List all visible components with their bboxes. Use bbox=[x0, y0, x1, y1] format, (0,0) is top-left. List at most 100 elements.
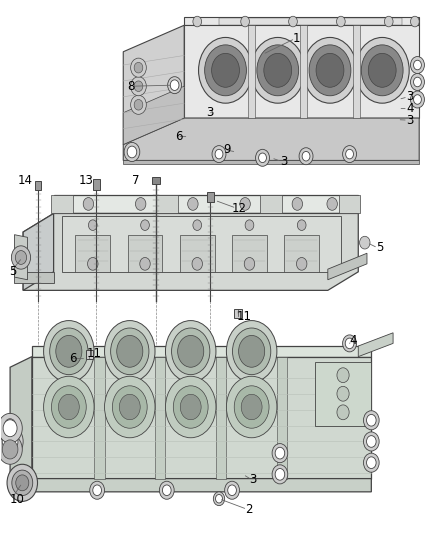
Circle shape bbox=[2, 440, 18, 459]
Circle shape bbox=[297, 257, 307, 270]
Text: 11: 11 bbox=[237, 310, 251, 324]
Circle shape bbox=[173, 386, 208, 428]
Circle shape bbox=[172, 328, 210, 375]
Text: 3: 3 bbox=[206, 106, 213, 119]
Circle shape bbox=[58, 394, 79, 419]
Circle shape bbox=[51, 386, 86, 428]
Polygon shape bbox=[93, 179, 100, 190]
Polygon shape bbox=[75, 235, 110, 272]
Circle shape bbox=[93, 485, 102, 496]
Circle shape bbox=[212, 146, 226, 163]
Circle shape bbox=[180, 394, 201, 419]
Polygon shape bbox=[184, 17, 419, 25]
Circle shape bbox=[205, 45, 247, 96]
Circle shape bbox=[413, 95, 421, 104]
Circle shape bbox=[337, 405, 349, 419]
Polygon shape bbox=[284, 235, 319, 272]
Circle shape bbox=[83, 198, 94, 211]
Circle shape bbox=[44, 376, 94, 438]
Circle shape bbox=[299, 148, 313, 165]
Polygon shape bbox=[62, 216, 341, 272]
Polygon shape bbox=[358, 333, 393, 357]
Circle shape bbox=[3, 419, 17, 437]
Polygon shape bbox=[35, 181, 42, 190]
Polygon shape bbox=[86, 350, 93, 359]
Circle shape bbox=[228, 485, 237, 496]
Polygon shape bbox=[232, 235, 267, 272]
Circle shape bbox=[275, 469, 285, 480]
Circle shape bbox=[131, 58, 146, 77]
Text: 4: 4 bbox=[350, 334, 357, 347]
Circle shape bbox=[215, 495, 223, 503]
Circle shape bbox=[297, 220, 306, 230]
Circle shape bbox=[134, 62, 143, 73]
Polygon shape bbox=[23, 214, 358, 290]
Circle shape bbox=[226, 320, 277, 382]
Polygon shape bbox=[94, 357, 105, 479]
Circle shape bbox=[410, 91, 424, 108]
Circle shape bbox=[90, 481, 105, 499]
Polygon shape bbox=[339, 195, 360, 214]
Circle shape bbox=[0, 414, 20, 437]
Polygon shape bbox=[123, 160, 419, 164]
Circle shape bbox=[367, 415, 376, 426]
Circle shape bbox=[244, 257, 254, 270]
Circle shape bbox=[16, 475, 29, 491]
Circle shape bbox=[178, 335, 204, 367]
Polygon shape bbox=[248, 25, 255, 118]
Circle shape bbox=[213, 492, 225, 506]
Circle shape bbox=[0, 414, 22, 443]
Text: 3: 3 bbox=[280, 155, 287, 168]
Circle shape bbox=[367, 435, 376, 447]
Circle shape bbox=[258, 153, 266, 163]
Circle shape bbox=[345, 338, 354, 349]
Circle shape bbox=[272, 443, 288, 463]
Circle shape bbox=[255, 149, 269, 166]
Polygon shape bbox=[219, 18, 402, 25]
Text: 6: 6 bbox=[69, 352, 76, 365]
Polygon shape bbox=[51, 195, 73, 214]
Circle shape bbox=[251, 37, 305, 103]
Circle shape bbox=[131, 95, 146, 114]
Text: 5: 5 bbox=[376, 241, 383, 254]
Circle shape bbox=[245, 220, 254, 230]
Polygon shape bbox=[156, 195, 178, 214]
Circle shape bbox=[192, 257, 202, 270]
Polygon shape bbox=[14, 235, 28, 280]
Circle shape bbox=[327, 198, 337, 211]
Circle shape bbox=[360, 236, 370, 249]
Polygon shape bbox=[32, 346, 371, 357]
Circle shape bbox=[212, 53, 240, 87]
Circle shape bbox=[11, 246, 31, 269]
Polygon shape bbox=[23, 214, 53, 290]
Circle shape bbox=[410, 16, 419, 27]
Circle shape bbox=[316, 53, 344, 87]
Circle shape bbox=[0, 425, 23, 457]
Circle shape bbox=[135, 198, 146, 211]
Circle shape bbox=[56, 335, 82, 367]
Circle shape bbox=[303, 37, 357, 103]
Text: 9: 9 bbox=[223, 143, 231, 156]
Circle shape bbox=[272, 465, 288, 484]
Circle shape bbox=[337, 386, 349, 401]
Circle shape bbox=[364, 453, 379, 472]
Circle shape bbox=[336, 16, 345, 27]
Circle shape bbox=[241, 394, 262, 419]
Circle shape bbox=[166, 320, 216, 382]
Polygon shape bbox=[184, 25, 419, 118]
Circle shape bbox=[239, 335, 265, 367]
Circle shape bbox=[113, 386, 147, 428]
Circle shape bbox=[134, 100, 143, 110]
Text: 5: 5 bbox=[9, 265, 17, 278]
Circle shape bbox=[364, 411, 379, 430]
Circle shape bbox=[124, 142, 140, 161]
Circle shape bbox=[292, 198, 303, 211]
Text: 3: 3 bbox=[250, 473, 257, 486]
Circle shape bbox=[105, 376, 155, 438]
Circle shape bbox=[413, 77, 421, 87]
Circle shape bbox=[361, 45, 403, 96]
Circle shape bbox=[367, 457, 376, 469]
Polygon shape bbox=[300, 25, 307, 118]
Text: 14: 14 bbox=[18, 174, 33, 187]
Circle shape bbox=[275, 447, 285, 459]
